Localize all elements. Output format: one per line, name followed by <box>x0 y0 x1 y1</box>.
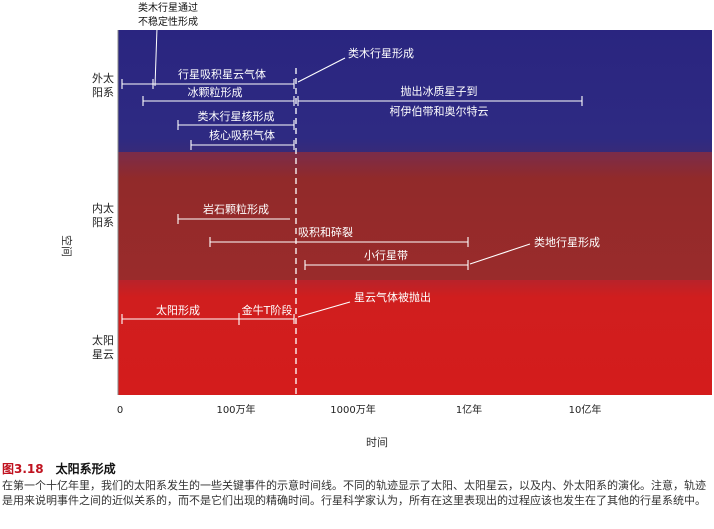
terrestrial-pointer <box>469 243 531 265</box>
nebula-band <box>118 280 712 395</box>
row-label-nebula-1: 太阳 <box>92 334 114 347</box>
tick-label-1: 100万年 <box>216 403 255 416</box>
x-axis-label: 时间 <box>366 436 388 449</box>
ice-grains-label: 冰颗粒形成 <box>188 85 243 99</box>
tick-label-3: 1亿年 <box>456 403 482 416</box>
row-label-outer-2: 阳系 <box>92 86 114 99</box>
inner-tracks <box>177 214 531 270</box>
terrestrial-label: 类地行星形成 <box>534 235 600 249</box>
asteroid-belt-label: 小行星带 <box>364 249 408 262</box>
outer-instability-label-1: 类木行星通过 <box>138 1 198 14</box>
tick-label-2: 1000万年 <box>330 403 375 416</box>
ice-scatter-label-1: 抛出冰质星子到 <box>401 84 478 98</box>
jovian-form-pointer <box>297 57 346 83</box>
inner-band <box>118 152 712 284</box>
x-ticks: 0 100万年 1000万年 1亿年 10亿年 <box>117 403 602 416</box>
sun-form-label: 太阳形成 <box>156 304 200 317</box>
accretion-collision-label: 吸积和碎裂 <box>298 225 353 239</box>
row-label-nebula-2: 星云 <box>92 348 114 361</box>
core-accretion-label: 核心吸积气体 <box>209 128 275 142</box>
caption-title: 太阳系形成 <box>55 462 116 476</box>
nebula-tracks <box>121 301 351 325</box>
figure-caption: 图3.18 太阳系形成 在第一个十亿年里，我们的太阳系发生的一些关键事件的示意时间… <box>2 462 710 509</box>
outer-instability-label-2: 不稳定性形成 <box>138 15 198 28</box>
caption-number: 图3.18 <box>2 462 44 476</box>
outer-band <box>118 30 712 157</box>
ice-scatter-label-2: 柯伊伯带和奥尔特云 <box>390 104 489 118</box>
gas-accretion-label: 行星吸积星云气体 <box>178 67 266 81</box>
outer-instability-pointer <box>154 27 158 87</box>
outer-tracks <box>121 57 583 150</box>
tick-label-4: 10亿年 <box>569 403 602 416</box>
gas-ejected-pointer <box>297 301 351 318</box>
y-axis-label: 空间 <box>60 235 74 257</box>
tick-label-0: 0 <box>117 405 123 416</box>
jovian-cores-label: 类木行星核形成 <box>198 109 275 123</box>
gas-ejected-label: 星云气体被抛出 <box>354 290 431 304</box>
caption-text: 在第一个十亿年里，我们的太阳系发生的一些关键事件的示意时间线。不同的轨迹显示了太… <box>2 478 706 508</box>
rock-grains-label: 岩石颗粒形成 <box>203 202 269 216</box>
t-tauri-label: 金牛T阶段 <box>242 303 293 317</box>
row-label-inner-1: 内太 <box>92 201 114 215</box>
jovian-form-label: 类木行星形成 <box>348 46 414 60</box>
row-label-outer-1: 外太 <box>92 72 114 85</box>
row-label-inner-2: 阳系 <box>92 216 114 229</box>
